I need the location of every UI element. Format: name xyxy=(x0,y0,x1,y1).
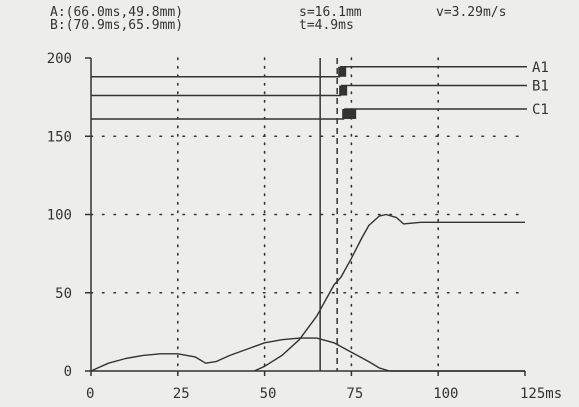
tick-labels: 0 50 100 150 200 0 25 50 75 100 125ms xyxy=(47,51,562,402)
axes xyxy=(85,57,526,376)
grid xyxy=(90,57,526,372)
channel-bounce-mark xyxy=(339,85,348,96)
x-tick-label: 25 xyxy=(173,386,190,402)
y-tick-label: 100 xyxy=(47,208,72,224)
series-line-2 xyxy=(253,213,525,372)
y-tick-label: 50 xyxy=(55,286,72,302)
time-readout: t=4.9ms xyxy=(299,18,354,33)
x-tick-label: 0 xyxy=(86,386,94,402)
x-tick-label: 50 xyxy=(260,386,277,402)
x-tick-label: 125ms xyxy=(520,386,562,402)
cursor-lines xyxy=(319,58,338,371)
y-tick-label: 200 xyxy=(47,51,72,67)
channel-bounce-mark xyxy=(338,66,347,77)
velocity-readout: v=3.29m/s xyxy=(436,5,506,20)
channel-lines: A1 B1 C1 xyxy=(91,60,549,120)
cursor-a-readout: A:(66.0ms,49.8mm) xyxy=(50,5,183,20)
x-tick-label: 75 xyxy=(346,386,363,402)
channel-label: B1 xyxy=(532,79,549,95)
series-line-1 xyxy=(90,337,525,372)
channel-label: A1 xyxy=(532,60,549,76)
distance-readout: s=16.1mm xyxy=(299,5,362,20)
y-tick-label: 0 xyxy=(64,364,72,380)
channel-bounce-mark xyxy=(342,109,357,120)
channel-label: C1 xyxy=(532,102,549,118)
y-tick-label: 150 xyxy=(47,129,72,145)
x-tick-label: 100 xyxy=(433,386,458,402)
cursor-b-readout: B:(70.9ms,65.9mm) xyxy=(50,18,183,33)
